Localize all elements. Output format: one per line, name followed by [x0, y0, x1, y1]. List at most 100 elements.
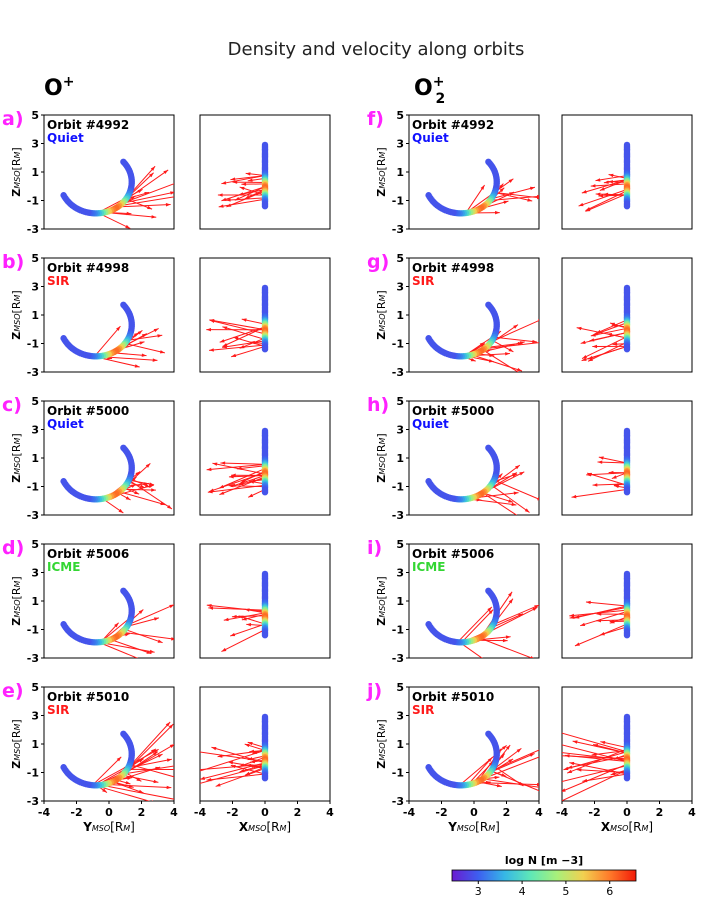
y-tick-label: 5 — [396, 395, 404, 408]
vector-arrowhead — [169, 604, 174, 609]
vector-arrowhead — [536, 195, 539, 200]
velocity-vector — [110, 639, 152, 655]
vector-arrowhead — [231, 614, 237, 619]
vector-arrowhead — [578, 202, 584, 207]
panel — [199, 257, 331, 373]
vector-arrowhead — [576, 768, 582, 772]
vector-arrowhead — [147, 205, 153, 210]
y-tick-label: -3 — [392, 223, 404, 236]
vector-arrowhead — [238, 615, 244, 619]
vector-arrowhead — [125, 781, 131, 785]
vector-arrowhead — [600, 740, 606, 745]
y-tick-label: 1 — [31, 166, 39, 179]
density-point — [425, 335, 432, 342]
velocity-vector — [494, 191, 539, 199]
y-tick-label: 1 — [31, 738, 39, 751]
velocity-vector — [92, 756, 122, 786]
x-tick-label: 2 — [503, 806, 511, 819]
velocity-vector — [200, 751, 266, 762]
vector-arrowhead — [508, 591, 513, 597]
vector-arrowhead — [530, 655, 534, 658]
vector-arrowhead — [567, 765, 573, 769]
y-tick-label: 5 — [31, 109, 39, 122]
velocity-vector — [222, 326, 266, 347]
velocity-vector — [122, 774, 159, 783]
vector-arrowhead — [114, 622, 119, 628]
vector-arrowhead — [247, 178, 253, 182]
velocity-vector — [231, 615, 266, 618]
velocity-vector — [231, 345, 266, 358]
panel-content — [569, 570, 631, 647]
velocity-vector — [226, 190, 266, 208]
x-tick-label: -2 — [588, 806, 600, 819]
vector-arrowhead — [528, 377, 533, 381]
velocity-vector — [236, 465, 266, 470]
panel-content — [206, 570, 269, 653]
x-tick-label: 0 — [105, 806, 113, 819]
vector-arrowhead — [582, 354, 588, 359]
panel-letter: b) — [2, 251, 24, 273]
vector-arrowhead — [222, 326, 228, 330]
panel-content — [425, 158, 539, 217]
velocity-vector — [467, 498, 517, 506]
vector-arrowhead — [138, 609, 144, 614]
vector-arrowhead — [222, 345, 228, 349]
velocity-vector — [112, 781, 144, 794]
velocity-vector — [580, 332, 628, 344]
velocity-vector — [562, 769, 628, 801]
vector-arrowhead — [501, 671, 506, 675]
vector-arrowhead — [496, 783, 502, 788]
vector-arrowhead — [153, 779, 159, 784]
vector-arrowhead — [537, 782, 539, 787]
vector-arrowhead — [592, 344, 598, 349]
vector-arrowhead — [230, 483, 236, 487]
vector-arrowhead — [592, 483, 598, 487]
vector-arrowhead — [145, 463, 151, 468]
velocity-vector — [104, 783, 172, 789]
y-tick-label: 3 — [396, 424, 404, 437]
vector-arrowhead — [149, 482, 155, 486]
x-tick-label: 4 — [326, 806, 334, 819]
y-tick-label: -3 — [392, 509, 404, 522]
vector-arrowhead — [529, 753, 535, 757]
panel-content — [217, 141, 269, 210]
vector-arrowhead — [211, 746, 217, 751]
velocity-vector — [124, 169, 169, 201]
vector-arrowhead — [508, 178, 514, 183]
vector-arrowhead — [499, 187, 505, 193]
vector-arrowhead — [139, 341, 145, 345]
vector-arrowhead — [515, 465, 520, 470]
velocity-vector — [222, 340, 266, 348]
velocity-vector — [587, 472, 628, 486]
vector-arrowhead — [524, 508, 530, 513]
panel-content — [60, 721, 174, 801]
panel: -4 -2 0 2 4 XMSO[RM] — [184, 686, 334, 834]
y-axis-label: ZMSO[RM] — [375, 576, 388, 625]
velocity-vector — [209, 344, 266, 351]
velocity-vector — [222, 326, 266, 340]
panel — [199, 543, 331, 659]
vector-arrowhead — [184, 769, 189, 772]
velocity-vector — [562, 744, 628, 762]
velocity-vector — [598, 456, 628, 464]
vector-arrowhead — [128, 784, 134, 788]
vector-arrowhead — [217, 754, 223, 758]
y-tick-label: -3 — [27, 366, 39, 379]
velocity-vector — [599, 626, 628, 636]
vector-arrowhead — [217, 193, 223, 197]
y-tick-label: -1 — [27, 767, 39, 780]
panel — [561, 400, 693, 516]
vector-arrowhead — [569, 761, 575, 766]
y-tick-label: -1 — [27, 481, 39, 494]
y-tick-label: 3 — [31, 424, 39, 437]
y-tick-label: -1 — [27, 624, 39, 637]
velocity-vector — [221, 175, 266, 185]
y-tick-label: -3 — [392, 795, 404, 808]
y-axis-label: ZMSO[RM] — [375, 290, 388, 339]
condition-label: SIR — [47, 703, 69, 717]
velocity-vector — [482, 756, 539, 780]
velocity-vector — [479, 637, 534, 658]
